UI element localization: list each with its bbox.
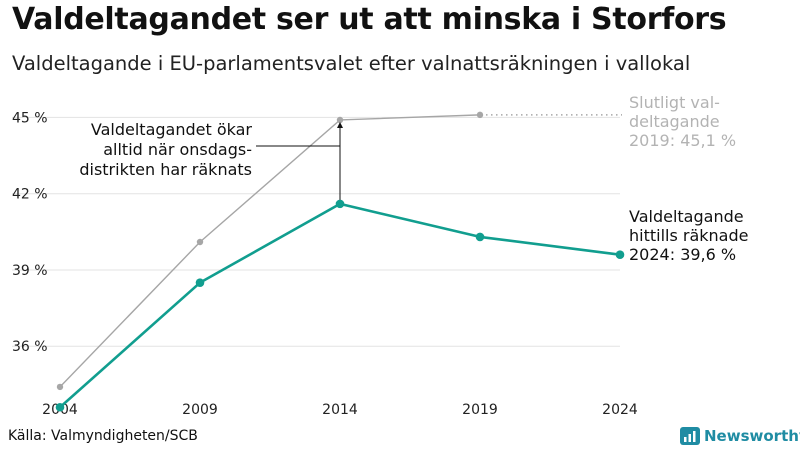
chart-title: Valdeltagandet ser ut att minska i Storf… — [12, 2, 727, 37]
y-tick-label: 39 % — [12, 263, 48, 279]
series-label-final: Slutligt val- — [629, 93, 720, 112]
annotation-arrow-head — [337, 121, 343, 128]
series-label-final: 2019: 45,1 % — [629, 131, 736, 150]
x-tick-label: 2009 — [182, 402, 218, 418]
series-label-election-night: hittills räknade — [629, 226, 748, 245]
data-point-election-night — [475, 232, 485, 242]
series-label-election-night: Valdeltagande — [629, 207, 744, 226]
annotation-text: distrikten har räknats — [79, 160, 252, 179]
newsworthy-logo-text: Newsworthy — [704, 427, 800, 445]
data-point-final — [56, 383, 64, 391]
data-point-election-night — [195, 278, 205, 287]
x-tick-label: 2024 — [602, 402, 638, 418]
data-point-election-night — [55, 402, 65, 412]
series-label-election-night: 2024: 39,6 % — [629, 245, 736, 264]
newsworthy-logo-icon — [680, 427, 700, 445]
x-tick-label: 2014 — [322, 402, 358, 418]
annotation-text: Valdeltagandet ökar — [91, 120, 253, 139]
y-tick-label: 36 % — [12, 339, 48, 355]
data-point-final — [196, 238, 204, 246]
source-note: Källa: Valmyndigheten/SCB — [8, 428, 198, 444]
y-tick-label: 45 % — [12, 110, 48, 126]
x-tick-label: 2019 — [462, 402, 498, 418]
data-point-final — [336, 116, 344, 124]
series-line-final — [59, 114, 481, 388]
annotation-text: alltid när onsdags- — [103, 140, 252, 159]
y-tick-label: 42 % — [12, 187, 48, 203]
series-label-final: deltagande — [629, 112, 720, 131]
series-line-election-night — [59, 202, 621, 409]
newsworthy-logo: Newsworthy — [680, 426, 800, 446]
data-point-final — [476, 111, 484, 119]
data-point-election-night — [615, 250, 625, 260]
data-point-election-night — [335, 199, 345, 209]
chart-subtitle: Valdeltagande i EU-parlamentsvalet efter… — [12, 52, 691, 75]
